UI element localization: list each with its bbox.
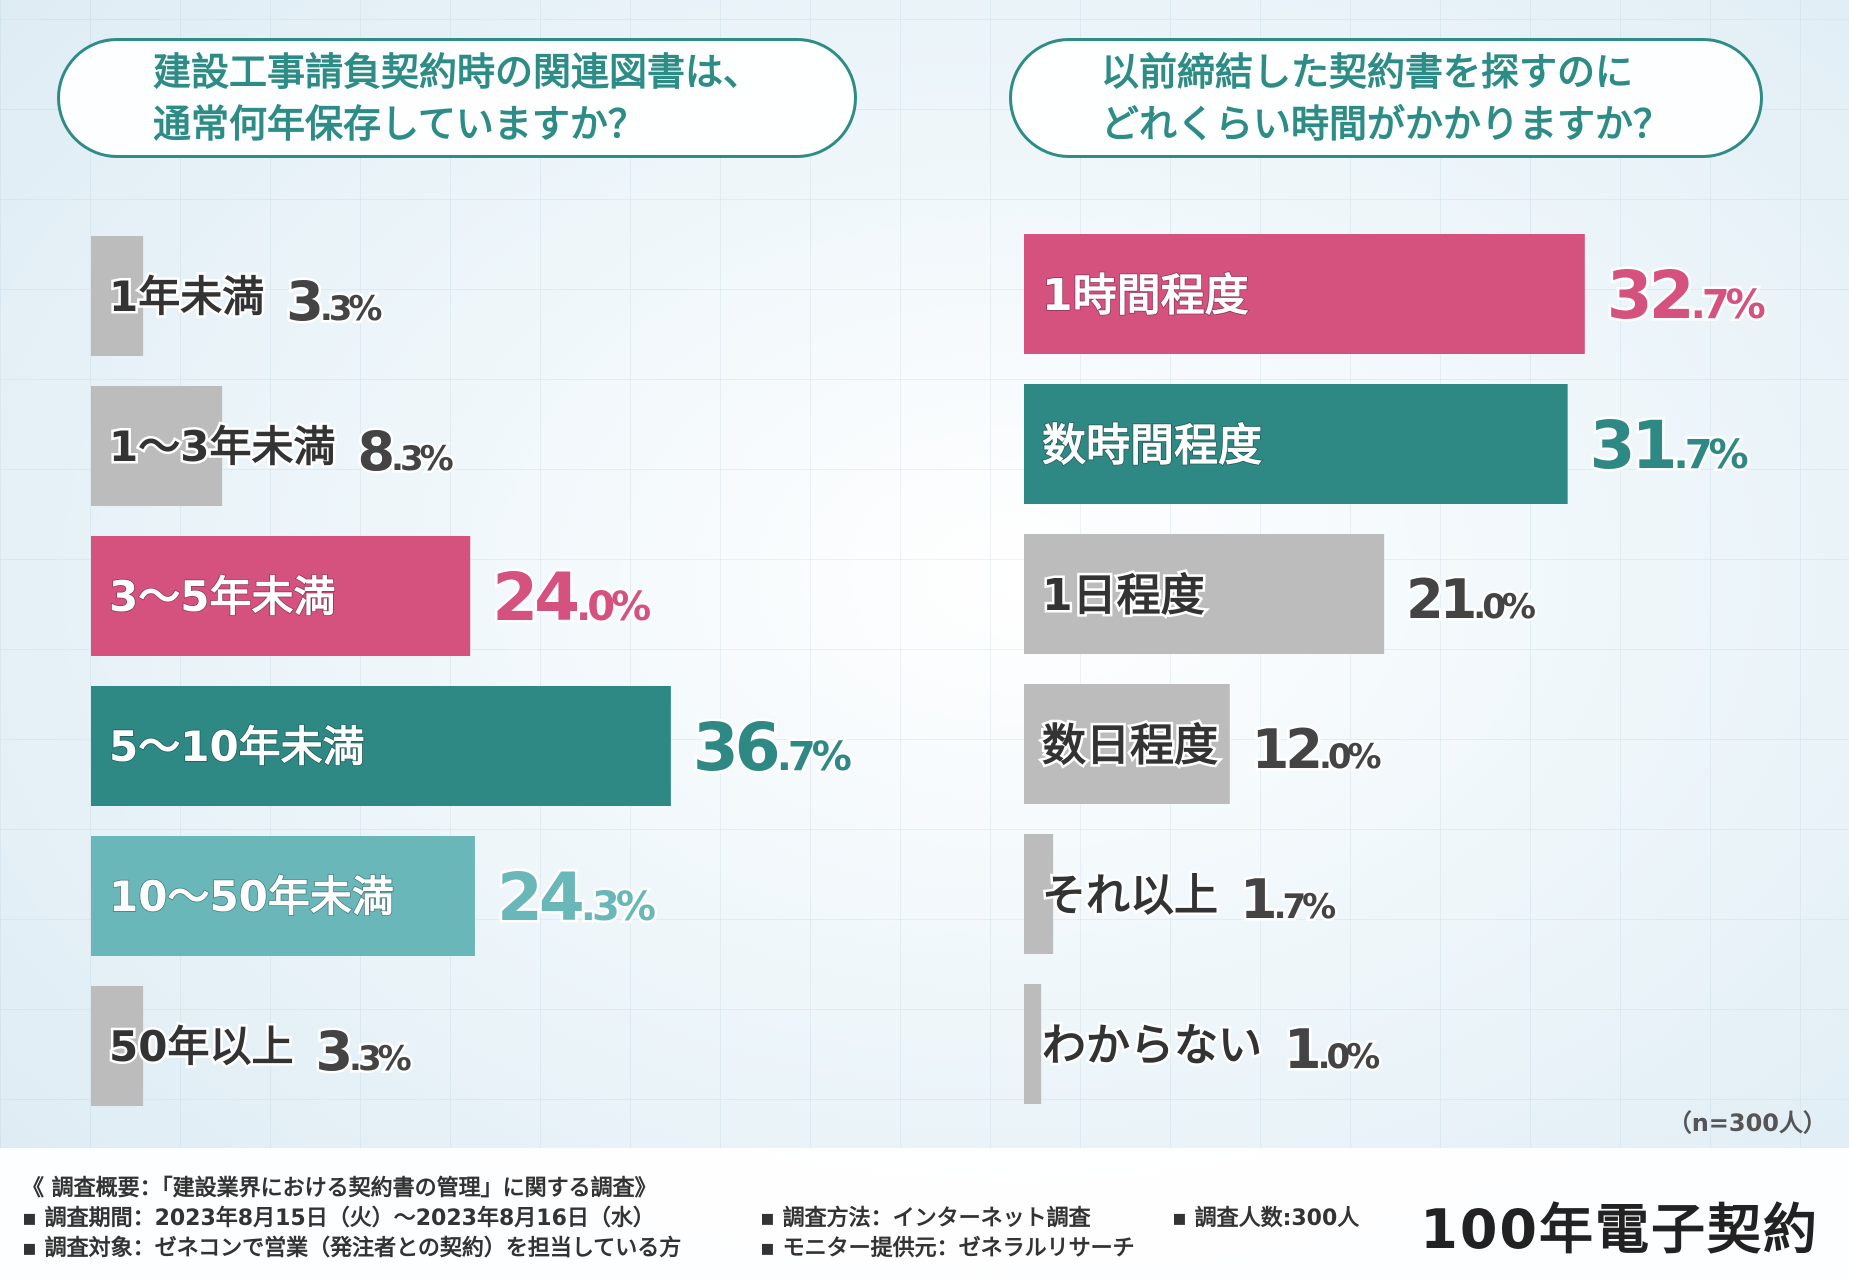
value-label-right-2: 21.0% <box>1406 568 1535 631</box>
bar-right-1 <box>1024 384 1568 504</box>
category-label-left-5: 50年以上 <box>109 1022 293 1071</box>
bar-left-0 <box>91 236 144 356</box>
value-label-left-5: 3.3% <box>315 1020 410 1083</box>
question-right-line1: 以前締結した契約書を探すのに <box>1100 50 1633 94</box>
value-label-left-2: 24.0% <box>492 559 650 636</box>
category-label-right-3: 数日程度 <box>1042 720 1218 771</box>
bar-left-3 <box>91 686 671 806</box>
bar-left-5 <box>91 986 144 1106</box>
survey-overview: 《 調査概要：「建設業界における契約書の管理」に関する調査》 <box>22 1176 657 1201</box>
bar-right-0 <box>1024 234 1585 354</box>
value-label-right-0: 32.7% <box>1607 257 1765 334</box>
value-label-right-1: 31.7% <box>1590 407 1748 484</box>
question-right: 以前締結した契約書を探すのに どれくらい時間がかかりますか？ <box>1009 38 1763 158</box>
question-left-line1: 建設工事請負契約時の関連図書は、 <box>152 50 761 94</box>
value-label-left-1: 8.3% <box>357 420 452 483</box>
sample-size-note: （n=300人） <box>1667 1109 1827 1137</box>
bar-right-4 <box>1024 834 1054 954</box>
value-label-left-0: 3.3% <box>286 270 381 333</box>
question-left-line2: 通常何年保存していますか？ <box>152 102 646 146</box>
logo: 100年電子契約 <box>1420 1198 1819 1261</box>
category-label-left-4: 10〜50年未満 <box>109 872 394 921</box>
category-label-right-1: 数時間程度 <box>1042 420 1262 471</box>
monitor-provider: ▪ モニター提供元：ゼネラルリサーチ <box>760 1236 1135 1261</box>
survey-target: ▪ 調査対象：ゼネコンで営業（発注者との契約）を担当している方 <box>22 1236 682 1261</box>
survey-method: ▪ 調査方法：インターネット調査 <box>760 1206 1091 1231</box>
value-label-right-3: 12.0% <box>1252 718 1381 781</box>
question-right-line2: どれくらい時間がかかりますか？ <box>1100 102 1671 146</box>
bar-left-4 <box>91 836 475 956</box>
footer: 《 調査概要：「建設業界における契約書の管理」に関する調査》 ▪ 調査期間：20… <box>0 1148 1849 1280</box>
bar-left-1 <box>91 386 223 506</box>
category-label-left-0: 1年未満 <box>109 272 264 321</box>
category-label-right-4: それ以上 <box>1042 870 1218 921</box>
question-left: 建設工事請負契約時の関連図書は、 通常何年保存していますか？ <box>57 38 857 158</box>
value-label-left-4: 24.3% <box>497 859 655 936</box>
category-label-left-1: 1〜3年未満 <box>109 422 335 471</box>
value-label-right-4: 1.7% <box>1240 868 1335 931</box>
category-label-right-5: わからない <box>1042 1020 1262 1071</box>
category-label-right-0: 1時間程度 <box>1042 270 1249 321</box>
survey-count: ▪ 調査人数:300人 <box>1172 1206 1360 1231</box>
bar-right-2 <box>1024 534 1385 654</box>
value-label-right-5: 1.0% <box>1284 1018 1379 1081</box>
category-label-right-2: 1日程度 <box>1042 570 1205 621</box>
bar-right-5 <box>1024 984 1042 1104</box>
bar-left-2 <box>91 536 471 656</box>
value-label-left-3: 36.7% <box>693 709 851 786</box>
category-label-left-3: 5〜10年未満 <box>109 722 365 771</box>
bar-right-3 <box>1024 684 1230 804</box>
category-label-left-2: 3〜5年未満 <box>109 572 335 621</box>
survey-period: ▪ 調査期間：2023年8月15日（火）〜2023年8月16日（水） <box>22 1206 655 1231</box>
